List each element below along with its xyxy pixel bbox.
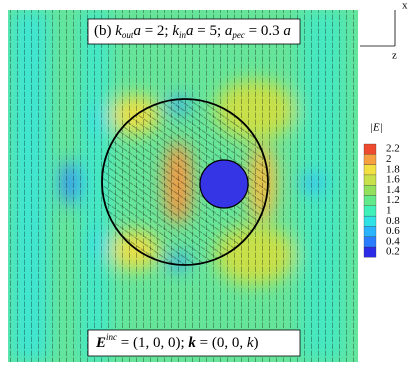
colorbar-swatch: [363, 195, 377, 206]
colorbar-tick-label: 0.6: [386, 225, 400, 237]
colorbar-swatch: [363, 164, 377, 176]
axis-label-x: x: [402, 0, 408, 12]
colorbar-swatch: [363, 174, 377, 186]
colorbar-swatch: [363, 246, 377, 258]
colorbar-swatch: [363, 236, 377, 248]
chart-title: (b) kouta = 2; kina = 5; apec = 0.3 a: [94, 23, 291, 40]
axis-gizmo: x z: [360, 0, 408, 62]
colorbar-tick-label: 1.2: [386, 194, 400, 206]
annotation-box: [87, 329, 301, 357]
colorbar-swatch: [363, 205, 377, 217]
colorbar-tick-label: 1.8: [386, 163, 400, 175]
colorbar-swatch: [363, 226, 377, 237]
colorbar-tick-label: 1: [386, 204, 392, 216]
annotation: Einc = (1, 0, 0); k = (0, 0, k): [95, 332, 259, 351]
colorbar-swatch: [363, 215, 377, 227]
colorbar-label: |E|: [370, 122, 383, 134]
colorbar-tick-label: 0.4: [386, 235, 400, 247]
colorbar-tick-label: 2.2: [386, 143, 400, 155]
colorbar-tick-label: 2: [386, 153, 392, 165]
title-box: [87, 18, 301, 45]
field-plot: [8, 10, 358, 362]
colorbar-tick-label: 0.2: [386, 246, 400, 258]
colorbar-swatch: [363, 143, 377, 155]
axis-label-z: z: [392, 50, 397, 62]
colorbar-swatch: [363, 154, 377, 165]
colorbar-tick-label: 0.8: [386, 215, 400, 227]
colorbar-tick-label: 1.4: [386, 184, 400, 196]
colorbar-tick-label: 1.6: [386, 174, 400, 186]
colorbar-swatch: [363, 185, 377, 196]
